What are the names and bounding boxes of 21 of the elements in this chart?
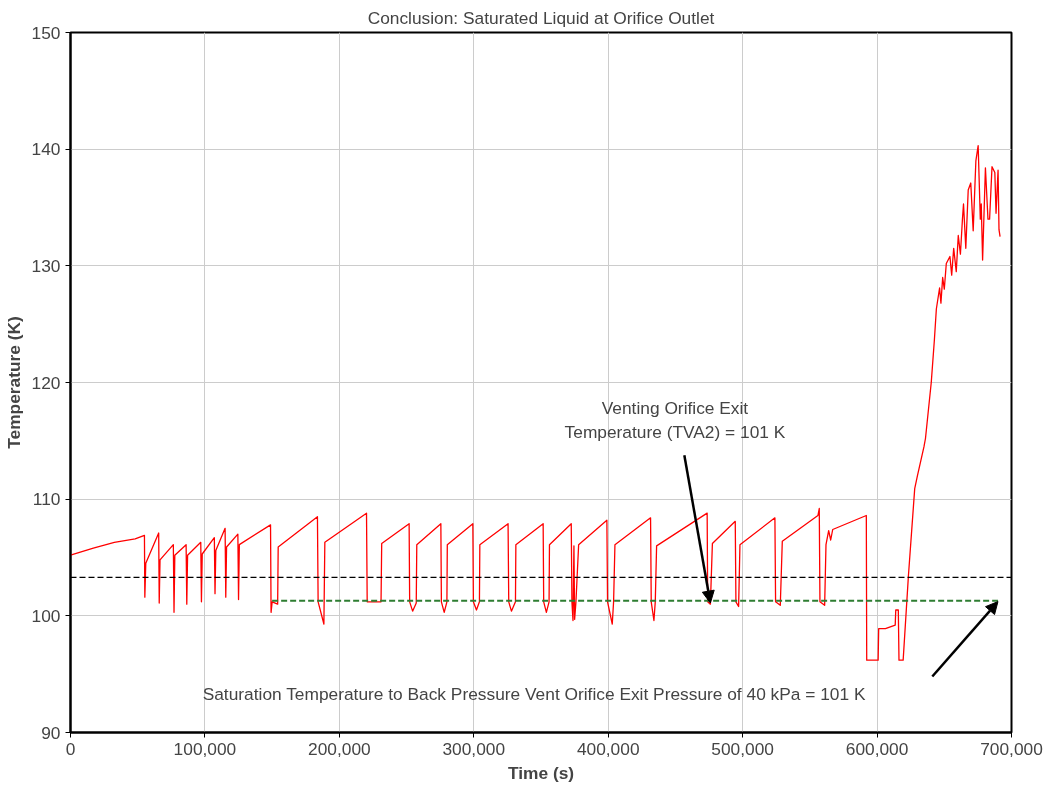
y-tick-label: 130 [31, 255, 61, 276]
y-tick-label: 150 [31, 22, 61, 43]
x-tick-label: 100,000 [173, 738, 237, 759]
x-tick-label: 0 [65, 738, 76, 759]
x-tick-label: 700,000 [980, 738, 1043, 759]
x-axis-title: Time (s) [507, 762, 575, 783]
y-tick-label: 110 [32, 489, 61, 510]
line-series [70, 145, 1001, 661]
x-tick-label: 500,000 [711, 738, 774, 759]
y-axis-title: Temperature (K) [3, 316, 24, 449]
y-tick-label: 90 [41, 722, 61, 743]
annotation: Venting Orifice Exit Temperature (TVA2) = 101 K [564, 398, 786, 443]
y-tick-label: 120 [31, 372, 61, 393]
x-tick-label: 600,000 [845, 738, 909, 759]
y-tick-label: 140 [31, 139, 61, 160]
y-tick-label: 100 [31, 605, 61, 626]
x-tick-label: 400,000 [576, 738, 640, 759]
chart-title: Conclusion: Saturated Liquid at Orifice Outlet [367, 7, 715, 28]
annotation: Saturation Temperature to Back Pressure Vent Orifice Exit Pressure of 40 kPa = 101 K [202, 684, 866, 705]
x-tick-label: 200,000 [308, 738, 371, 759]
x-tick-label: 300,000 [442, 738, 506, 759]
